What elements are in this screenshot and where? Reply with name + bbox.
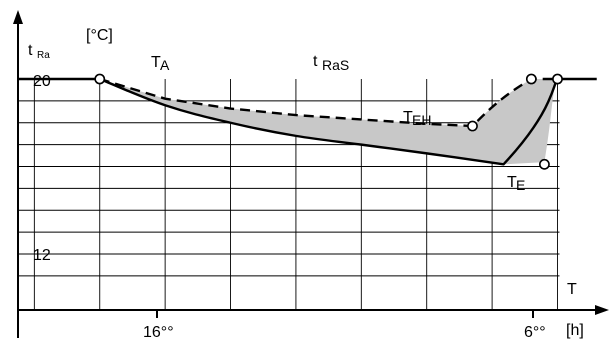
y-axis-symbol-sub: Ra	[37, 50, 50, 61]
marker-dashed-top	[525, 73, 537, 85]
shaded-area	[99, 79, 558, 165]
x-axis-symbol: T	[567, 281, 577, 298]
x-axis-arrow	[595, 305, 609, 315]
marker-label-te: T	[507, 174, 517, 191]
marker-label-ta: T	[151, 54, 161, 71]
y-tick-label-12: 12	[33, 247, 51, 264]
y-axis-symbol: t	[28, 42, 33, 59]
annotation-t: t	[313, 53, 318, 70]
y-axis-arrow	[13, 10, 23, 24]
marker-te	[539, 158, 550, 170]
x-tick-label-16: 16°°	[143, 324, 174, 341]
y-axis-unit: [°C]	[86, 27, 113, 44]
marker-solid-top	[552, 73, 563, 85]
marker-label-teh: T	[403, 109, 413, 126]
grid	[18, 79, 560, 310]
y-tick-label-20: 20	[33, 73, 51, 90]
x-axis-unit: [h]	[566, 322, 584, 339]
series-line-dashed	[99, 77, 558, 128]
annotation-t-sub: RaS	[322, 57, 349, 73]
marker-teh	[467, 120, 478, 132]
marker-label-teh-sub: EH	[412, 112, 431, 128]
x-tick-label-6: 6°°	[524, 324, 546, 341]
marker-ta	[94, 73, 106, 85]
series-line-solid	[18, 77, 597, 166]
markers	[94, 73, 563, 170]
marker-label-ta-sub: A	[160, 57, 170, 73]
marker-label-te-sub: E	[516, 177, 525, 193]
